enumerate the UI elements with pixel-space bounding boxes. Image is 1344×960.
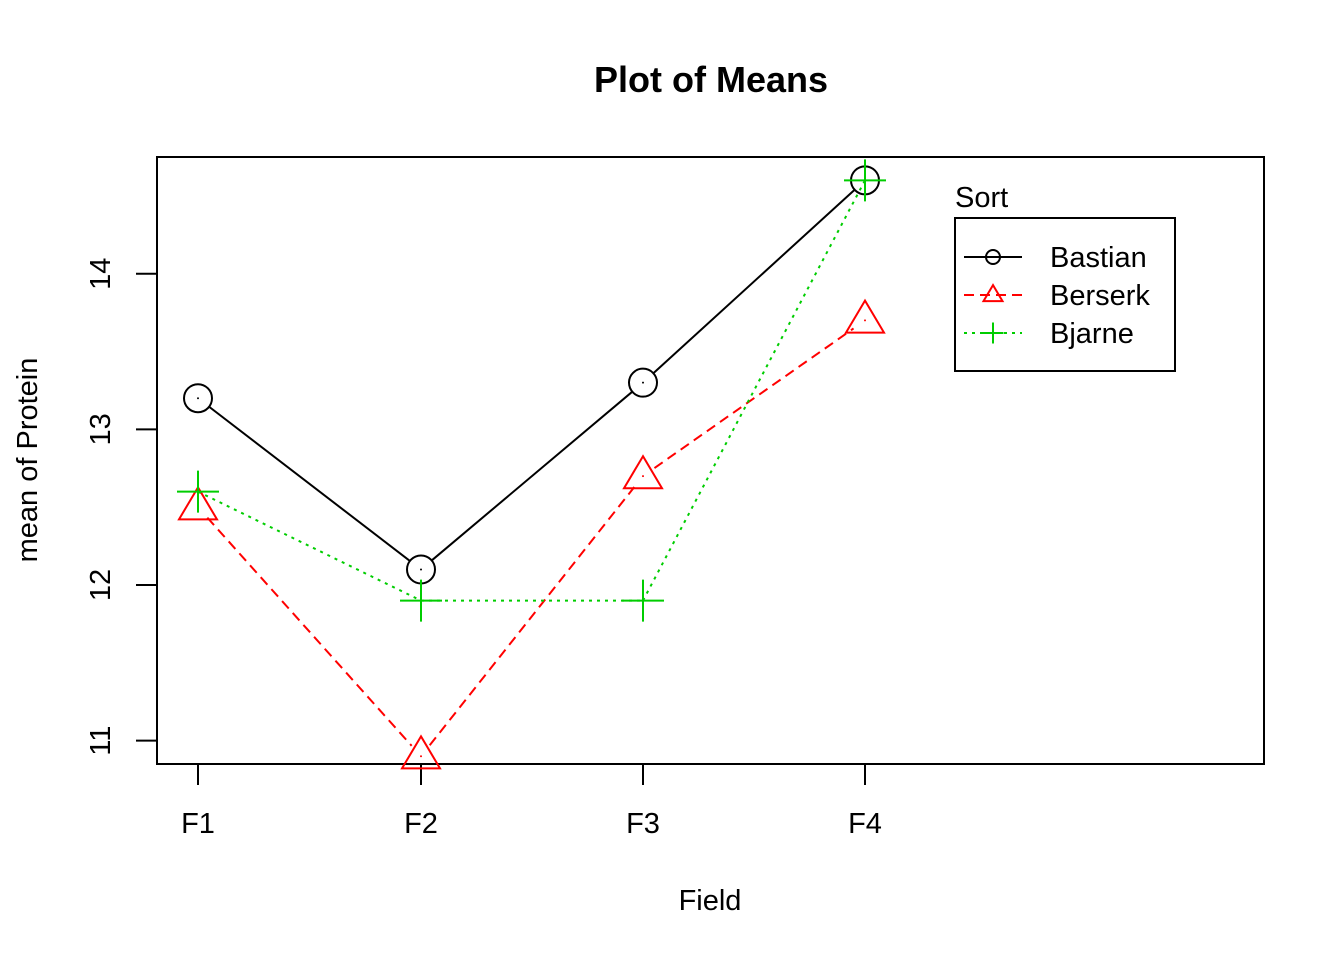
legend-entries: Bastian Berserk Bjarne	[964, 242, 1150, 350]
data-point-circle	[628, 367, 658, 398]
legend-item-bastian: Bastian	[964, 242, 1147, 274]
legend-marker-circle	[985, 249, 1001, 265]
legend: Sort Bastian Berserk Bjarne	[954, 182, 1176, 372]
data-point-plus	[844, 159, 886, 202]
data-point-plus	[400, 579, 442, 622]
chart-title: Plot of Means	[594, 59, 828, 100]
data-point-circle-center	[197, 397, 199, 400]
legend-label: Bjarne	[1050, 318, 1134, 350]
legend-item-bjarne: Bjarne	[964, 318, 1134, 350]
y-tick-label: 13	[85, 413, 117, 445]
data-point-triangle	[844, 298, 886, 334]
legend-title: Sort	[955, 182, 1008, 214]
data-point-plus	[177, 470, 219, 513]
legend-box	[954, 217, 1176, 372]
data-point-circle	[183, 383, 213, 414]
series-bastian	[183, 165, 880, 585]
data-point-triangle-center	[642, 475, 644, 478]
y-axis-label: mean of Protein	[12, 358, 44, 563]
data-point-plus	[622, 579, 664, 622]
series-line-segment	[431, 390, 633, 562]
series-line-segment	[208, 405, 411, 562]
y-axis: 11 12 13 14	[85, 258, 158, 756]
x-axis: F1 F2 F3 F4	[181, 763, 882, 840]
series-line-segment	[642, 179, 866, 602]
data-point-circle-center	[642, 381, 644, 384]
legend-marker-triangle	[981, 283, 1005, 303]
series-layer	[177, 159, 886, 770]
x-tick-label: F3	[626, 808, 660, 840]
x-tick-label: F4	[848, 808, 882, 840]
series-line-segment	[206, 516, 413, 747]
series-line-segment	[653, 327, 855, 469]
data-point-circle-center	[420, 568, 422, 571]
series-line-segment	[652, 189, 856, 374]
data-point-triangle-center	[420, 755, 422, 758]
x-tick-label: F1	[181, 808, 215, 840]
x-axis-label: Field	[679, 885, 742, 917]
y-tick-label: 12	[85, 569, 117, 601]
y-tick-label: 11	[85, 726, 117, 756]
data-point-triangle	[177, 485, 219, 521]
legend-item-berserk: Berserk	[964, 280, 1150, 312]
data-point-triangle	[400, 734, 442, 770]
series-line-segment	[428, 486, 636, 746]
x-tick-label: F2	[404, 808, 438, 840]
series-line-segment	[197, 490, 422, 602]
legend-marker-plus	[982, 322, 1004, 344]
y-tick-label: 14	[85, 258, 117, 290]
legend-label: Bastian	[1050, 242, 1147, 274]
legend-label: Berserk	[1050, 280, 1150, 312]
series-bjarne	[177, 159, 886, 622]
data-point-triangle-center	[864, 319, 866, 322]
data-point-triangle	[622, 454, 664, 490]
